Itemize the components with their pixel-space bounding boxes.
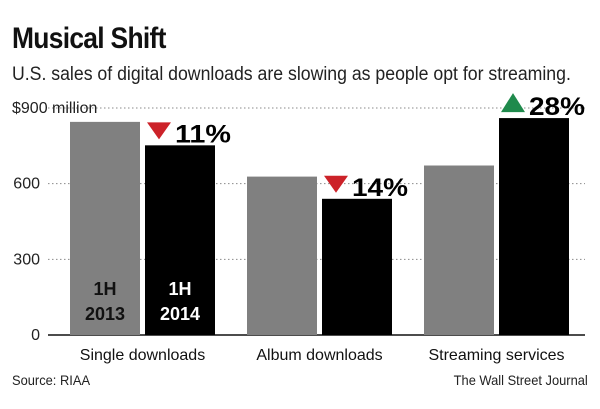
x-tick-label: Single downloads bbox=[80, 347, 205, 364]
change-label: 14% bbox=[352, 174, 408, 202]
legend-label: 1H bbox=[93, 279, 116, 299]
bar bbox=[247, 176, 317, 335]
down-arrow-icon bbox=[324, 175, 348, 193]
down-arrow-icon bbox=[147, 122, 171, 140]
x-tick-label: Streaming services bbox=[428, 347, 564, 364]
change-label: 28% bbox=[529, 93, 585, 121]
legend-label: 2014 bbox=[160, 304, 200, 324]
y-tick-label: 600 bbox=[13, 176, 40, 193]
x-tick-label: Album downloads bbox=[256, 347, 382, 364]
publisher-credit: The Wall Street Journal bbox=[453, 372, 588, 388]
y-tick-label: $900 million bbox=[12, 100, 97, 117]
bar bbox=[145, 145, 215, 335]
chart-title: Musical Shift bbox=[12, 22, 166, 55]
bar bbox=[322, 198, 392, 335]
y-tick-label: 300 bbox=[13, 251, 40, 268]
y-tick-label: 0 bbox=[31, 327, 40, 344]
chart-subtitle: U.S. sales of digital downloads are slow… bbox=[12, 64, 571, 85]
bar bbox=[70, 121, 140, 335]
change-label: 11% bbox=[175, 120, 231, 148]
legend-label: 2013 bbox=[85, 304, 125, 324]
legend-label: 1H bbox=[168, 279, 191, 299]
up-arrow-icon bbox=[501, 93, 525, 113]
bar bbox=[424, 165, 494, 335]
source-note: Source: RIAA bbox=[12, 372, 91, 388]
bar bbox=[499, 118, 569, 335]
